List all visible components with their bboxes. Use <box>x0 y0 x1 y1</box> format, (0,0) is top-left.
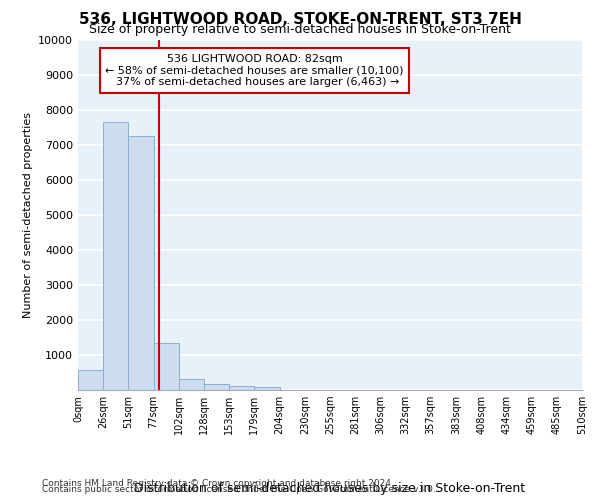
Bar <box>78 370 103 390</box>
Y-axis label: Number of semi-detached properties: Number of semi-detached properties <box>23 112 32 318</box>
Text: Contains public sector information licensed under the Open Government Licence v3: Contains public sector information licen… <box>42 485 436 494</box>
Text: 536, LIGHTWOOD ROAD, STOKE-ON-TRENT, ST3 7EH: 536, LIGHTWOOD ROAD, STOKE-ON-TRENT, ST3… <box>79 12 521 28</box>
Bar <box>154 343 179 390</box>
X-axis label: Distribution of semi-detached houses by size in Stoke-on-Trent: Distribution of semi-detached houses by … <box>134 482 526 494</box>
Text: 536 LIGHTWOOD ROAD: 82sqm
← 58% of semi-detached houses are smaller (10,100)
  3: 536 LIGHTWOOD ROAD: 82sqm ← 58% of semi-… <box>105 54 404 87</box>
Bar <box>229 386 254 390</box>
Bar <box>103 122 128 390</box>
Text: Contains HM Land Registry data © Crown copyright and database right 2024.: Contains HM Land Registry data © Crown c… <box>42 478 394 488</box>
Bar <box>179 379 204 390</box>
Bar <box>254 387 280 390</box>
Text: Size of property relative to semi-detached houses in Stoke-on-Trent: Size of property relative to semi-detach… <box>89 24 511 36</box>
Bar <box>204 384 229 390</box>
Bar <box>128 136 154 390</box>
